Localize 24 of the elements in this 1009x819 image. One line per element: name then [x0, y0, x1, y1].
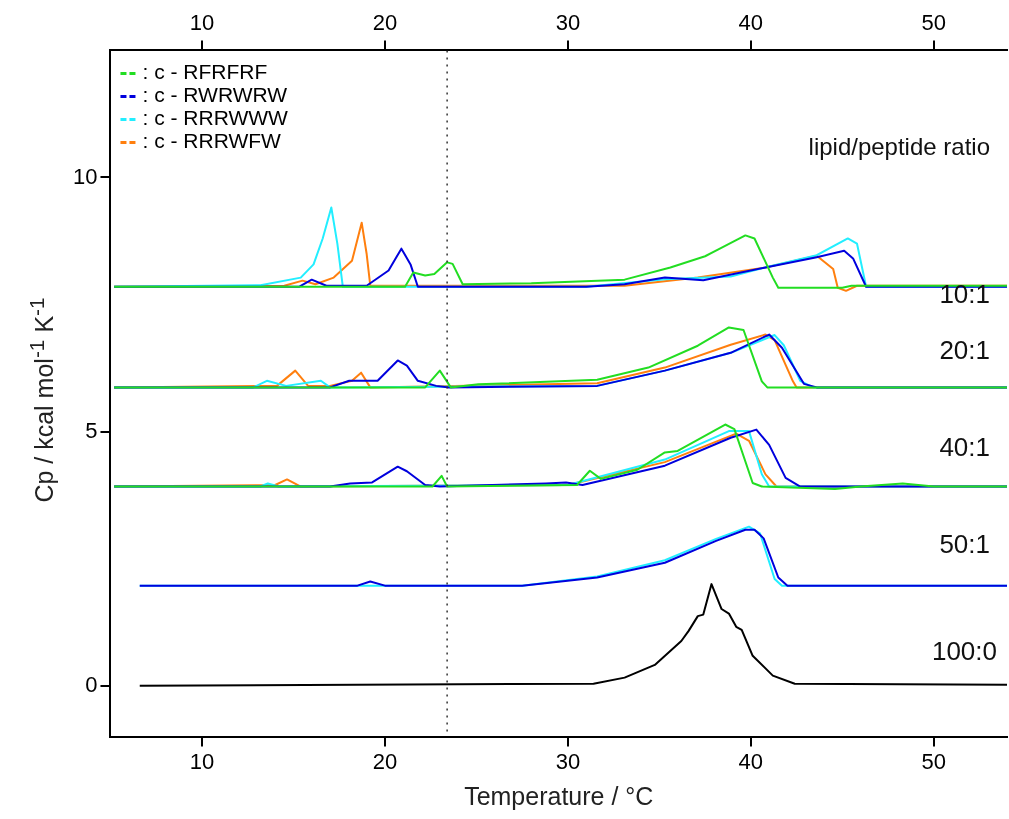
x-tick-label: 30: [555, 748, 581, 774]
x2-tick-label: 30: [555, 10, 581, 36]
y-tick-label: 5: [85, 417, 98, 443]
x2-tick-label: 40: [738, 10, 764, 36]
y-tick-label: 10: [72, 163, 98, 189]
legend-label: : c - RWRWRW: [142, 83, 288, 107]
annotation: lipid/peptide ratio: [808, 132, 990, 160]
x2-tick-label: 10: [189, 10, 215, 36]
x-tick-label: 50: [921, 748, 947, 774]
x2-tick-label: 20: [372, 10, 398, 36]
legend-label: : c - RRRWFW: [142, 129, 282, 153]
x-tick-label: 40: [738, 748, 764, 774]
annotation: 40:1: [939, 432, 990, 463]
annotation: 20:1: [939, 335, 990, 366]
legend-label: : c - RRRWWW: [142, 106, 289, 130]
x-axis-title: Temperature / °C: [464, 781, 654, 810]
x2-tick-label: 50: [921, 10, 947, 36]
x-tick-label: 20: [372, 748, 398, 774]
annotation: 100:0: [931, 636, 997, 667]
x-tick-label: 10: [189, 748, 215, 774]
legend-label: : c - RFRFRF: [142, 60, 268, 84]
annotation: 50:1: [939, 529, 990, 560]
annotation: 10:1: [939, 279, 990, 310]
y-tick-label: 0: [85, 671, 98, 697]
